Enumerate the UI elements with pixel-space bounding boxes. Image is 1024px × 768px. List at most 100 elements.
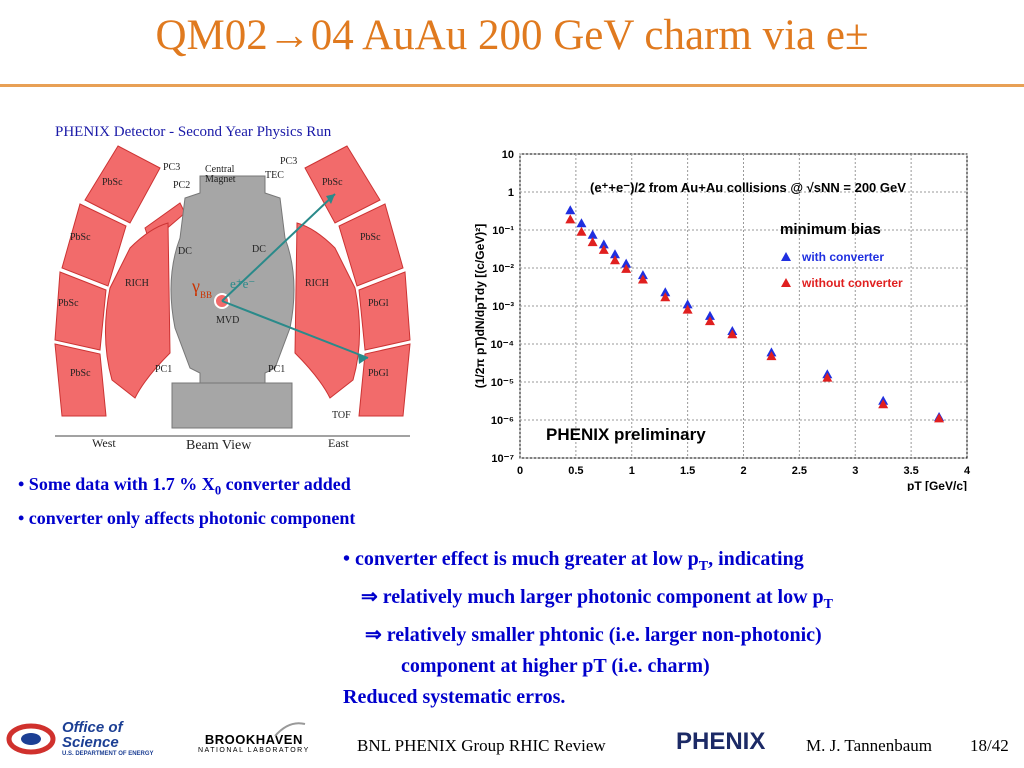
svg-text:PC1: PC1 [155,364,172,375]
west-arm [105,202,186,399]
svg-text:TEC: TEC [265,170,284,181]
page-number: 18/42 [970,736,1009,755]
data-point [598,239,609,249]
data-point [766,351,777,361]
data-point [565,205,576,215]
svg-text:RICH: RICH [125,278,149,289]
legend-label: without converter [801,276,903,290]
x-tick-label: 2.5 [792,465,807,477]
footer-group: BNL PHENIX Group RHIC Review [357,736,606,755]
data-point [704,316,715,326]
data-point [576,226,587,236]
bullet-converter-added: • Some data with 1.7 % X0 converter adde… [18,474,351,498]
bnl-sub: NATIONAL LABORATORY [198,747,310,754]
bullet-photonic-only: • converter only affects photonic compon… [18,507,356,528]
x-axis-label: pT [GeV/c] [907,479,967,491]
data-point [682,299,693,309]
detector-header: PHENIX Detector - Second Year Physics Ru… [55,124,332,140]
svg-text:DC: DC [252,244,266,255]
left-bullets: • Some data with 1.7 % X0 converter adde… [18,471,355,532]
data-point [565,214,576,224]
data-point [621,263,632,273]
y-axis-label: (1/2π pT)dN/dpTdy [(c/GeV)²] [473,224,487,389]
svg-text:BB: BB [200,290,212,300]
electron-track-2 [221,300,369,359]
data-point [609,249,620,259]
x-tick-label: 4 [964,465,971,477]
x-tick-label: 2 [740,465,746,477]
data-point [878,399,889,409]
y-tick-label: 10⁻⁵ [491,377,514,389]
implication-2: ⇒ relatively smaller phtonic (i.e. large… [365,624,822,646]
x-tick-label: 3.5 [903,465,918,477]
data-point [621,258,632,268]
svg-text:γ: γ [191,276,200,296]
svg-text:PbSc: PbSc [102,177,123,188]
svg-text:MVD: MVD [216,315,239,326]
slide-title: QM02→04 AuAu 200 GeV charm via e± [155,12,869,59]
y-tick-label: 10⁻⁴ [491,339,514,351]
data-point [822,372,833,382]
x-tick-label: 3 [852,465,858,477]
svg-text:Magnet: Magnet [205,174,236,185]
east-arm [294,222,360,399]
svg-text:PbGl: PbGl [368,298,389,309]
y-tick-label: 10⁻¹ [492,225,514,237]
bnl-logo-text: BROOKHAVEN [204,732,303,747]
office-of: Office of [62,719,123,736]
y-tick-label: 10⁻³ [492,301,514,313]
phenix-detector-diagram: PHENIX Detector - Second Year Physics Ru… [54,124,411,453]
phenix-logo: PHENIX [676,728,766,755]
y-tick-label: 10 [502,149,514,161]
y-tick-label: 10⁻⁶ [491,415,514,427]
science: Science [62,734,119,751]
pt-spectrum-chart: 0 0.5 1 1.5 2 2.5 3 3.5 4 10 1 10⁻¹ 10⁻² 10⁻³ 10⁻⁴ 10⁻⁵… [473,149,971,491]
svg-text:TOF: TOF [332,410,351,421]
bnl-swoosh-icon [274,722,306,737]
footer: Office of Science U.S. DEPARTMENT OF ENE… [0,712,1024,768]
implication-2-cont: component at higher pT (i.e. charm) [401,655,710,677]
x-tick-label: 0 [517,465,523,477]
x-tick-label: 0.5 [568,465,583,477]
data-point [934,413,945,423]
conclusion: Reduced systematic erros. [343,686,566,708]
svg-text:PbSc: PbSc [70,368,91,379]
svg-text:RICH: RICH [305,278,329,289]
bullet-converter-effect: • converter effect is much greater at lo… [343,548,804,574]
data-point [704,310,715,320]
svg-text:PbSc: PbSc [58,298,79,309]
svg-text:Central: Central [205,164,235,175]
svg-text:PbSc: PbSc [322,177,343,188]
data-point [660,287,671,297]
svg-text:PbSc: PbSc [70,232,91,243]
implication-1: ⇒ relatively much larger photonic compon… [361,586,833,612]
title-divider [0,84,1024,87]
legend-marker [781,278,791,287]
svg-text:e⁺e⁻: e⁺e⁻ [230,276,255,291]
data-point [682,304,693,314]
svg-text:DC: DC [178,246,192,257]
data-point [587,237,598,247]
west-calorimeter [54,145,161,417]
east-calorimeter [304,145,411,417]
svg-text:PC1: PC1 [268,364,285,375]
y-tick-label: 10⁻² [492,263,514,275]
svg-text:PbSc: PbSc [360,232,381,243]
legend-marker [781,252,791,261]
doe-text: U.S. DEPARTMENT OF ENERGY [62,751,154,757]
right-bullets: • converter effect is much greater at lo… [343,544,833,713]
svg-text:PC2: PC2 [173,180,190,191]
data-point [637,274,648,284]
data-point [587,229,598,239]
legend-label: with converter [801,250,884,264]
svg-text:PbGl: PbGl [368,368,389,379]
doe-logo-icon [6,723,56,755]
data-point [727,329,738,339]
svg-text:West: West [92,436,116,450]
svg-text:PC3: PC3 [163,162,180,173]
chart-subtitle: minimum bias [780,221,881,238]
svg-text:East: East [328,436,349,450]
x-tick-label: 1.5 [680,465,695,477]
footer-author: M. J. Tannenbaum [806,736,932,755]
y-tick-label: 10⁻⁷ [491,453,514,465]
